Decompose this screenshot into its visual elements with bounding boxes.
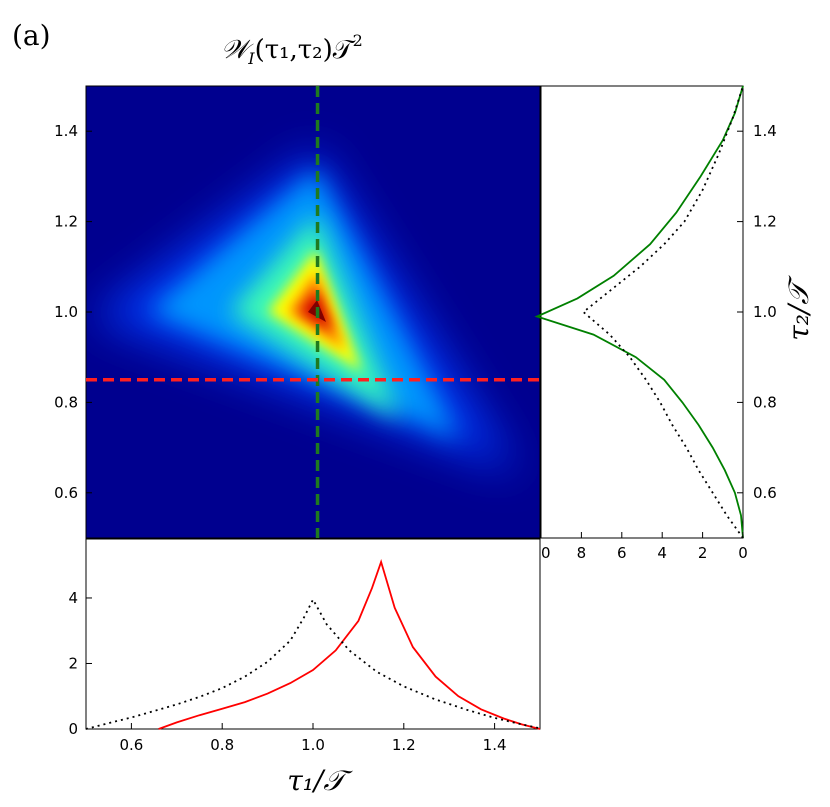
right-xtick-label: 0 [738, 544, 748, 562]
bottom-profile-panel: 0.6 0.8 1.0 1.2 1.4 0 2 4 τ₁/𝒯 [68, 538, 541, 797]
right-panel-frame [540, 85, 744, 539]
heatmap-title: 𝒲I(τ₁,τ₂)𝒯2 [221, 31, 363, 68]
bottom-series-dotted-line [85, 597, 541, 730]
heatmap-ytick-label: 1.2 [54, 213, 78, 231]
heatmap-panel: 0.6 0.8 1.0 1.2 1.4 [54, 85, 541, 539]
right-series-solid-line [534, 85, 744, 539]
bottom-xtick-label: 0.6 [119, 736, 143, 754]
bottom-xtick-label: 1.0 [301, 736, 325, 754]
right-profile-panel: 10 8 6 4 2 0 0.60.81.01.21.4 τ₂/𝒯 [531, 85, 815, 562]
title-args: (τ₁,τ₂)𝒯 [255, 35, 356, 65]
right-xtick-label: 2 [698, 544, 708, 562]
panel-label: (a) [12, 19, 51, 52]
right-xtick-label: 6 [617, 544, 627, 562]
right-ytick-label: 0.6 [753, 484, 777, 502]
right-series-dotted-line [581, 85, 744, 539]
title-sub: I [247, 49, 255, 68]
right-ytick-label: 1.0 [753, 303, 777, 321]
bottom-xlabel: τ₁/𝒯 [287, 764, 353, 797]
right-ytick-label: 1.4 [753, 122, 777, 140]
bottom-xtick-label: 1.2 [392, 736, 416, 754]
heatmap-ytick-label: 1.0 [54, 303, 78, 321]
right-xtick-label: 4 [657, 544, 667, 562]
bottom-series-solid-line [158, 558, 541, 730]
right-ylabel: τ₂/𝒯 [782, 275, 815, 341]
bottom-xtick-label: 0.8 [210, 736, 234, 754]
bottom-ytick-label: 0 [68, 720, 78, 738]
bottom-xtick-label: 1.4 [483, 736, 507, 754]
right-ytick-label: 0.8 [753, 393, 777, 411]
right-ytick-label: 1.2 [753, 213, 777, 231]
title-sup: 2 [353, 31, 363, 50]
bottom-ytick-label: 4 [68, 589, 78, 607]
right-xtick-label: 8 [577, 544, 587, 562]
bottom-ytick-label: 2 [68, 654, 78, 672]
heatmap-ytick-label: 0.8 [54, 393, 78, 411]
heatmap-ytick-label: 1.4 [54, 122, 78, 140]
bottom-panel-frame [85, 538, 541, 730]
heatmap-ytick-label: 0.6 [54, 484, 78, 502]
